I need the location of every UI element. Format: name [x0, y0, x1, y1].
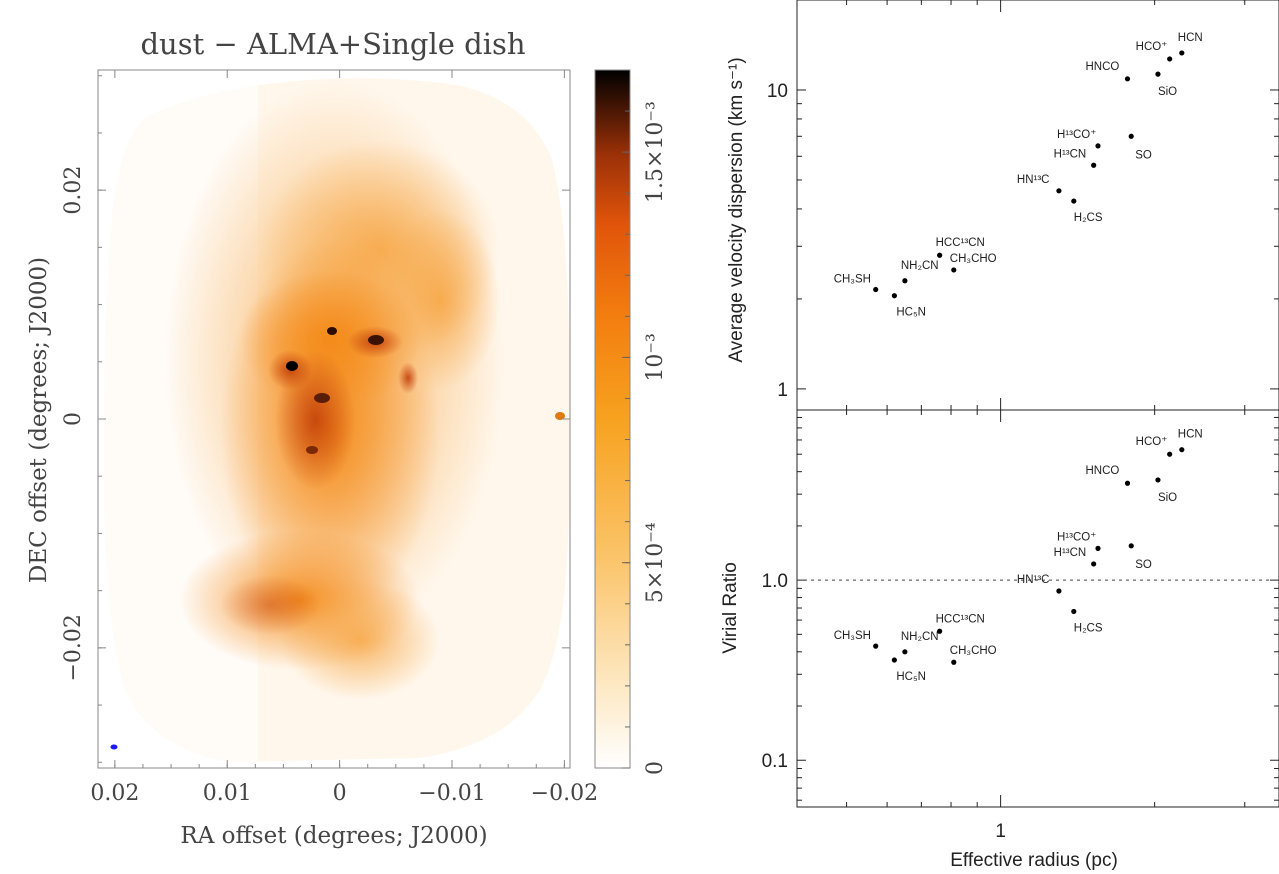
velocity-panel-frame [796, 0, 1279, 411]
y-tick-label: 1.0 [762, 571, 788, 592]
velocity-data-points: CH₃SH HC₅N NH₂CN HCC¹³CN CH₃CHO HN¹³C H₂CS H¹³C… [834, 32, 1203, 319]
velocity-point-label: NH₂CN [901, 260, 939, 272]
virial-point-label: HNCO [1085, 465, 1119, 477]
velocity-point-label: CH₃SH [834, 274, 871, 286]
map-y-tick-label: 0.02 [61, 166, 86, 215]
virial-panel-ticks: 0.1 1.0 1 [762, 410, 1279, 842]
velocity-point-label: HN¹³C [1017, 174, 1050, 186]
velocity-point-label: HNCO [1085, 61, 1119, 73]
map-y-tick-label: −0.02 [61, 614, 86, 681]
y-tick-label: 0.1 [762, 751, 788, 772]
virial-point-label: H₂CS [1074, 622, 1103, 634]
virial-point [1124, 480, 1131, 486]
colorbar-tick-label: 1.5×10⁻³ [643, 101, 668, 203]
scatter-panels: 1 10 0.1 1.0 1 CH₃SH HC₅N NH₂CN HCC¹³CN CH₃CHO H… [720, 0, 1279, 871]
virial-point [951, 659, 957, 665]
virial-point-label: HN¹³C [1017, 574, 1050, 586]
velocity-point-label: HC₅N [896, 307, 926, 319]
velocity-point-label: HCN [1178, 32, 1203, 44]
virial-panel-frame [796, 409, 1279, 808]
x-tick-label: 1 [995, 821, 1006, 842]
virial-point-label: H¹³CO⁺ [1057, 531, 1096, 543]
velocity-point-label: HCC¹³CN [936, 237, 985, 249]
map-y-ticks: 0.02 0 −0.02 [61, 75, 570, 763]
velocity-point-label: H¹³CN [1054, 148, 1087, 160]
colorbar-ticks: 0 5×10⁻⁴ 10⁻³ 1.5×10⁻³ [622, 101, 668, 775]
velocity-point-label: SO [1135, 149, 1152, 161]
virial-point [1179, 447, 1185, 453]
map-x-tick-label: −0.01 [418, 781, 485, 806]
virial-data-points: CH₃SH HC₅N NH₂CN HCC¹³CN CH₃CHO HN¹³C H₂CS H¹³C… [834, 429, 1203, 683]
edge-source [555, 412, 565, 420]
virial-point-label: SiO [1158, 492, 1177, 504]
virial-point-label: CH₃SH [834, 630, 871, 642]
map-x-ticks: 0.02 0.01 0 −0.01 −0.02 [90, 70, 598, 806]
velocity-point-label: CH₃CHO [950, 253, 997, 265]
velocity-point [1091, 162, 1097, 168]
velocity-point [951, 267, 957, 273]
virial-point [873, 643, 879, 649]
velocity-y-axis-label: Average velocity dispersion (km s⁻¹) [726, 57, 747, 362]
velocity-point [937, 252, 943, 258]
virial-point [891, 657, 897, 663]
virial-y-axis-label: Virial Ratio [720, 562, 741, 654]
virial-point [902, 649, 908, 655]
virial-point-label: H¹³CN [1054, 547, 1087, 559]
virial-point-label: HCO⁺ [1136, 436, 1168, 448]
colorbar [595, 70, 630, 768]
map-x-axis-label: RA offset (degrees; J2000) [180, 823, 487, 849]
velocity-point-label: H₂CS [1074, 212, 1103, 224]
colorbar-frame [594, 69, 631, 769]
virial-point [1128, 543, 1134, 549]
velocity-panel-ticks: 1 10 [767, 0, 1279, 410]
beam-ellipse [110, 744, 118, 750]
map-x-tick-label: 0 [333, 781, 347, 806]
dust-emission-image [104, 78, 570, 762]
colorbar-tick-label: 0 [643, 761, 668, 775]
virial-point [1167, 451, 1173, 457]
map-x-tick-label: −0.02 [531, 781, 598, 806]
velocity-point [902, 278, 908, 284]
virial-point [1056, 588, 1062, 594]
map-y-tick-label: 0 [61, 412, 86, 426]
map-title: dust − ALMA+Single dish [140, 27, 525, 61]
virial-point [937, 628, 943, 634]
virial-point-label: HC₅N [896, 671, 926, 683]
y-tick-label: 10 [767, 81, 788, 102]
virial-point-label: SO [1135, 559, 1152, 571]
velocity-point [1128, 133, 1134, 139]
velocity-point-label: SiO [1158, 86, 1177, 98]
velocity-point [1071, 198, 1077, 204]
colorbar-tick-label: 10⁻³ [643, 333, 668, 381]
map-y-axis-label: DEC offset (degrees; J2000) [26, 257, 52, 583]
velocity-point [1095, 143, 1101, 149]
virial-point [1071, 608, 1077, 615]
velocity-point-label: H¹³CO⁺ [1057, 129, 1096, 141]
map-x-tick-label: 0.01 [203, 781, 252, 806]
y-tick-label: 1 [777, 380, 788, 401]
map-x-tick-label: 0.02 [90, 781, 139, 806]
velocity-point-label: HCO⁺ [1136, 41, 1168, 53]
colorbar-tick-label: 5×10⁻⁴ [643, 522, 668, 603]
virial-point-label: NH₂CN [901, 631, 939, 643]
velocity-point [873, 286, 879, 293]
velocity-point [1167, 56, 1173, 62]
virial-point [1091, 561, 1097, 567]
virial-point [1095, 545, 1101, 552]
velocity-point [1056, 188, 1062, 194]
velocity-point [1124, 76, 1131, 82]
virial-point-label: HCC¹³CN [936, 613, 985, 625]
velocity-point [891, 293, 897, 299]
velocity-point [1179, 50, 1185, 56]
virial-point-label: CH₃CHO [950, 645, 997, 657]
virial-point [1155, 477, 1161, 483]
dust-map-panel: dust − ALMA+Single dish 0.02 0.0 [26, 27, 668, 849]
virial-point-label: HCN [1178, 429, 1203, 441]
radius-x-axis-label: Effective radius (pc) [950, 850, 1118, 871]
velocity-point [1155, 71, 1161, 77]
